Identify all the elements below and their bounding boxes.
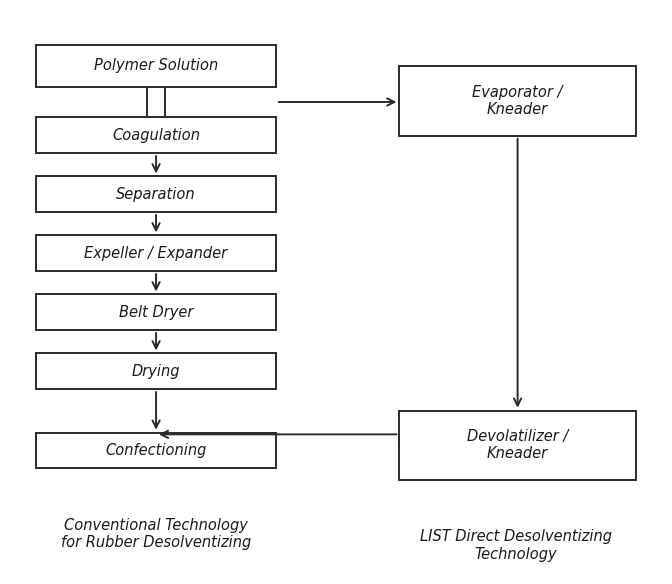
Bar — [36, 294, 276, 330]
Text: Polymer Solution: Polymer Solution — [94, 58, 218, 74]
Text: Drying: Drying — [132, 364, 180, 379]
Text: Evaporator /
Kneader: Evaporator / Kneader — [472, 85, 562, 117]
Text: Conventional Technology
for Rubber Desolventizing: Conventional Technology for Rubber Desol… — [61, 517, 251, 550]
Text: Expeller / Expander: Expeller / Expander — [85, 246, 228, 260]
Text: Devolatilizer /
Kneader: Devolatilizer / Kneader — [467, 429, 569, 461]
Text: Belt Dryer: Belt Dryer — [119, 305, 194, 320]
Bar — [36, 45, 276, 86]
Bar — [36, 433, 276, 468]
Bar — [36, 117, 276, 153]
Bar — [36, 235, 276, 271]
Text: Confectioning: Confectioning — [106, 443, 207, 458]
Bar — [36, 353, 276, 389]
Text: LIST Direct Desolventizing
Technology: LIST Direct Desolventizing Technology — [420, 529, 612, 562]
Bar — [399, 411, 636, 480]
Text: Coagulation: Coagulation — [112, 128, 200, 142]
Bar — [36, 176, 276, 212]
Text: Separation: Separation — [116, 187, 196, 201]
Bar — [399, 67, 636, 136]
